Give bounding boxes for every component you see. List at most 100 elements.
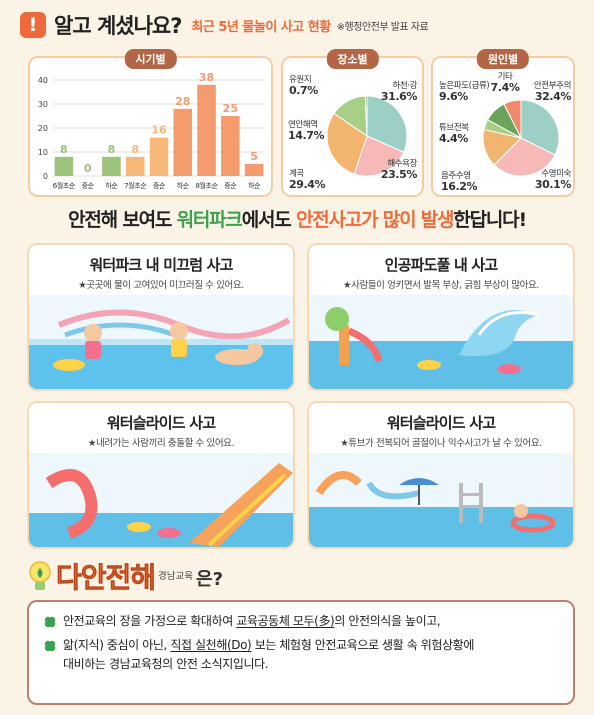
pie-value-label: 23.5% <box>381 168 418 181</box>
pie-label: 안전부주의 <box>534 80 571 91</box>
pie-slice <box>326 112 368 175</box>
bar <box>149 137 169 176</box>
pie-label: 계곡 <box>289 168 304 179</box>
bar-value-label: 28 <box>175 95 190 108</box>
pie-value-label: 9.6% <box>439 90 468 103</box>
info-line: 안전교육의 장을 가정으로 확대하여 교육공동체 모두(多)의 안전의식을 높이… <box>43 612 559 631</box>
bar-value-label: 0 <box>84 162 92 175</box>
accident-title: 워터슬라이드 사고 <box>386 414 496 432</box>
accident-title: 워터파크 내 미끄럼 사고 <box>89 256 233 274</box>
intro-suffix: 은? <box>196 569 224 590</box>
accident-title: 워터슬라이드 사고 <box>106 414 216 432</box>
x-tick-label: 6월초순 <box>53 181 76 190</box>
x-tick-label: 7월초순 <box>124 181 147 190</box>
clover-icon <box>44 616 56 628</box>
accident-desc: ★내려가는 사람끼리 충돌할 수 있어요. <box>87 438 235 449</box>
accident-desc: ★곳곳에 물이 고여있어 미끄러질 수 있어요. <box>78 280 244 291</box>
accident-card-tube-flip: 워터슬라이드 사고 ★튜브가 전복되어 골절이나 익수사고가 날 수 있어요. <box>307 401 575 549</box>
accident-card-wave-pool: 인공파도풀 내 사고 ★사람들이 엉키면서 발목 부상, 긁힘 부상이 많아요. <box>307 243 575 391</box>
bar <box>244 164 264 176</box>
chart-title: 장소별 <box>326 49 379 69</box>
pie-label: 해수욕장 <box>387 158 417 169</box>
pie-label: 튜브전복 <box>439 122 469 133</box>
accident-desc: ★사람들이 엉키면서 발목 부상, 긁힘 부상이 많아요. <box>343 280 539 291</box>
accident-card-slide-collision: 워터슬라이드 사고 ★내려가는 사람끼리 충돌할 수 있어요. <box>27 401 295 549</box>
x-tick-label: 중순 <box>82 182 95 190</box>
exclamation-icon: ! <box>20 12 46 38</box>
pie-value-label: 4.4% <box>439 132 468 145</box>
pie-slice <box>364 95 368 137</box>
bar <box>173 108 193 176</box>
slogan: 안전해 보여도 워터파크에서도 안전사고가 많이 발생한답니다! <box>68 209 527 231</box>
chart-title: 시기별 <box>124 49 177 69</box>
pie-label: 하천·강 <box>392 80 417 91</box>
pie-value-label: 29.4% <box>289 178 326 191</box>
bar-value-label: 25 <box>223 102 238 115</box>
pie-label: 수영미숙 <box>541 168 571 179</box>
pie-slice <box>493 137 556 177</box>
accident-card-slip: 워터파크 내 미끄럼 사고 ★곳곳에 물이 고여있어 미끄러질 수 있어요. <box>27 243 295 391</box>
page-subtitle: 최근 5년 물놀이 사고 현황 <box>191 19 331 35</box>
chart-card-period: 시기별 40 30 20 10 0 8 6월초순 0 중순 8 하순 8 7월초순 16 중순 28 하순 38 8… <box>28 49 273 197</box>
source-note: ※행정안전부 발표 자료 <box>336 21 429 33</box>
pie-value-label: 30.1% <box>535 178 572 191</box>
pie-value-label: 32.4% <box>535 90 572 103</box>
bar-value-label: 38 <box>199 71 214 84</box>
brand-name: 다안전해 <box>56 561 157 595</box>
bar-chart: 40 30 20 10 0 8 6월초순 0 중순 8 하순 8 7월초순 16 중순 28 하순 38 8월초순 2… <box>38 71 266 190</box>
x-tick-label: 하순 <box>177 181 190 190</box>
bar <box>125 156 145 176</box>
x-tick-label: 하순 <box>248 181 261 190</box>
pie-slice <box>353 135 405 177</box>
y-tick-label: 20 <box>38 124 48 133</box>
header: ! 알고 계셨나요? 최근 5년 물놀이 사고 현황 ※행정안전부 발표 자료 <box>20 8 429 42</box>
bar-value-label: 5 <box>250 150 258 163</box>
wave-pool-illustration <box>309 295 573 389</box>
chart-title: 원인별 <box>476 49 530 69</box>
chart-card-place: 장소별 하천·강 31.6% 해수욕장 23.5% 계곡 29.4% 연안해역 14.7% 유원… <box>281 49 424 197</box>
pie-label: 음주수영 <box>441 170 471 181</box>
x-tick-label: 하순 <box>105 181 118 190</box>
tube-slide-illustration <box>309 453 573 547</box>
pie-value-label: 31.6% <box>381 90 418 103</box>
pie-slice <box>520 99 560 156</box>
water-slide-illustration <box>29 453 293 547</box>
pie-value-label: 14.7% <box>288 129 325 142</box>
x-tick-label: 8월초순 <box>195 181 218 190</box>
pie-slice <box>366 95 408 153</box>
bar <box>54 156 74 176</box>
lightbulb-icon <box>29 561 51 590</box>
newsletter-intro: 다안전해 경남교육 은? <box>28 556 223 596</box>
accident-desc: ★튜브가 전복되어 골절이나 익수사고가 날 수 있어요. <box>340 438 542 449</box>
pie-value-label: 7.4% <box>491 81 520 94</box>
y-tick-label: 0 <box>43 172 48 181</box>
y-tick-label: 30 <box>38 100 48 109</box>
y-tick-label: 40 <box>38 76 48 85</box>
bar <box>197 84 216 176</box>
x-tick-label: 중순 <box>224 182 237 190</box>
bar <box>102 156 121 176</box>
pie-label: 기타 <box>498 72 513 82</box>
bar-value-label: 8 <box>108 143 116 156</box>
info-line: 앎(지식) 중심이 아닌, 직접 실천해(Do) 보는 체험형 안전교육으로 생… <box>43 636 559 674</box>
y-tick-label: 10 <box>38 148 48 157</box>
pie-value-label: 0.7% <box>289 84 318 97</box>
pie-value-label: 16.2% <box>441 180 478 193</box>
accident-title: 인공파도풀 내 사고 <box>384 256 499 274</box>
waterpark-pool-illustration <box>29 295 293 389</box>
pie-label: 연안해역 <box>288 119 318 130</box>
clover-icon <box>44 640 56 652</box>
bar-value-label: 8 <box>60 143 68 156</box>
bar-value-label: 16 <box>151 124 167 137</box>
bar <box>221 116 240 176</box>
pie-slice <box>503 99 522 139</box>
brand-subtitle: 경남교육 <box>158 571 194 582</box>
pie-label: 유원지 <box>289 75 311 85</box>
pie-label: 높은파도(급류) <box>439 81 489 91</box>
x-tick-label: 중순 <box>153 182 166 190</box>
chart-card-cause: 원인별 안전부주의 32.4% 수영미숙 30.1% 음주수영 16.2% 튜브전복 4.4%… <box>431 49 575 197</box>
bar-value-label: 8 <box>131 143 139 156</box>
info-box: 안전교육의 장을 가정으로 확대하여 교육공동체 모두(多)의 안전의식을 높이… <box>27 600 575 705</box>
